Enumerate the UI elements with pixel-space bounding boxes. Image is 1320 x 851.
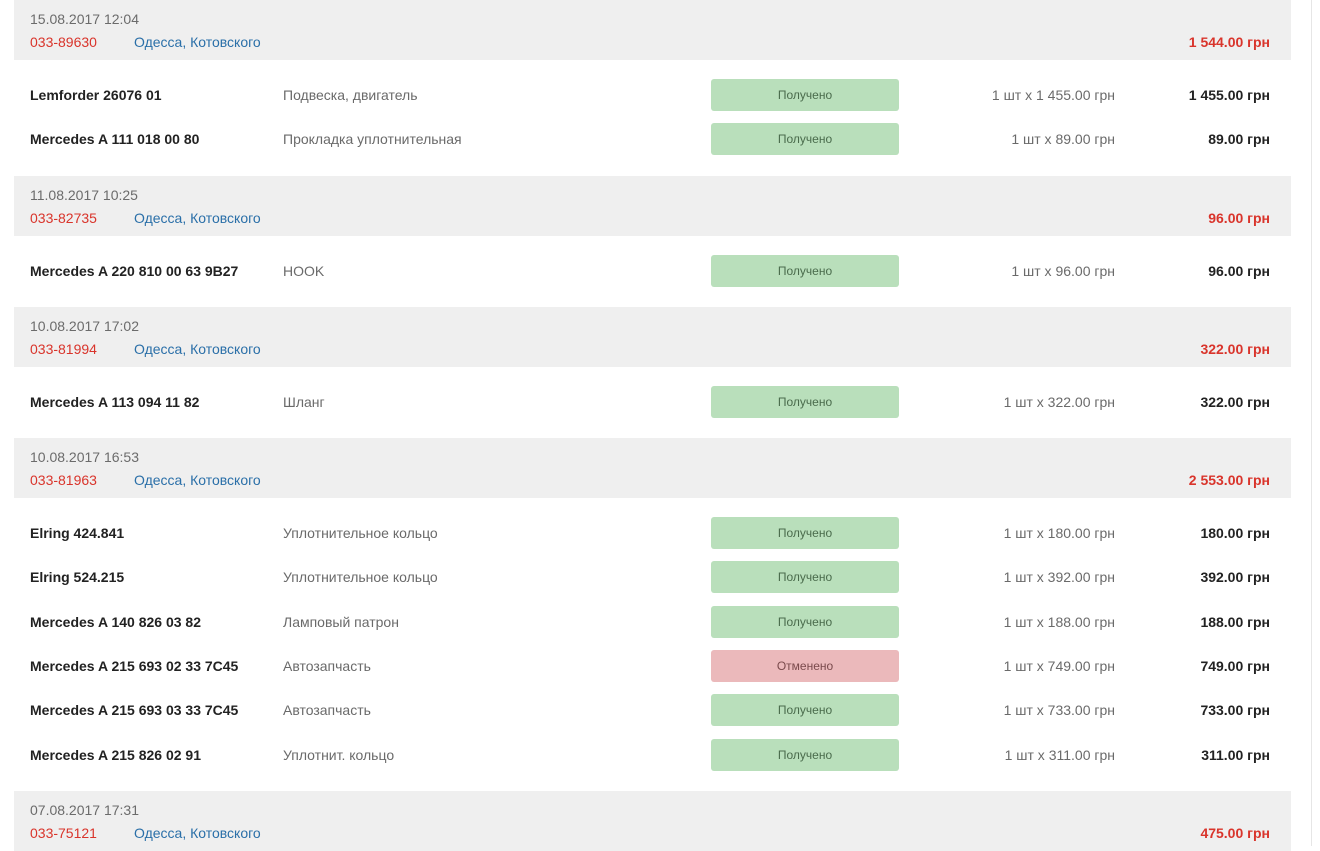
item-sum: 322.00 грн: [1200, 393, 1270, 410]
item-part-number: Mercedes A 215 693 03 33 7C45: [30, 702, 239, 719]
order-total: 1 544.00 грн: [1188, 34, 1270, 50]
item-part-number: Lemforder 26076 01: [30, 87, 162, 103]
order-header: 15.08.2017 12:04 033-89630 Одесса, Котовск…: [14, 0, 1291, 60]
order-number-link[interactable]: 033-82735: [30, 209, 97, 226]
order-item-row: Mercedes A 140 826 03 82 Ламповый патрон П…: [14, 601, 1291, 645]
status-received-badge[interactable]: Получено: [711, 123, 899, 156]
item-quantity-price: 1 шт x 322.00 грн: [1003, 393, 1115, 410]
item-sum: 89.00 грн: [1208, 131, 1270, 148]
item-description: Автозапчасть: [283, 658, 371, 675]
order-header: 10.08.2017 16:53 033-81963 Одесса, Котовск…: [14, 438, 1291, 499]
scrollbar[interactable]: [1311, 0, 1320, 846]
order-items: Mercedes A 220 810 00 63 9B27 HOOK Получен…: [14, 235, 1291, 307]
item-part-number: Mercedes A 215 826 02 91: [30, 746, 201, 763]
order-total: 322.00 грн: [1200, 340, 1270, 357]
order-item-row: Elring 524.215 Уплотнительное кольцо Получ…: [14, 556, 1291, 600]
order-number-link[interactable]: 033-75121: [30, 824, 97, 841]
status-received-badge[interactable]: Получено: [711, 517, 899, 550]
status-received-badge[interactable]: Получено: [711, 605, 899, 638]
order-number-link[interactable]: 033-81994: [30, 340, 97, 357]
item-sum: 96.00 грн: [1208, 262, 1270, 279]
item-sum: 749.00 грн: [1200, 658, 1270, 675]
status-received-badge[interactable]: Получено: [711, 561, 899, 594]
order-item-row: Lemforder 26076 01 Подвеска, двигатель Пол…: [14, 74, 1291, 118]
item-description: Автозапчасть: [283, 702, 371, 719]
order-number-link[interactable]: 033-81963: [30, 472, 97, 489]
order-item-row: Mercedes A 215 826 02 91 Уплотнит. кольцо…: [14, 734, 1291, 778]
order-items: Elring 424.841 Уплотнительное кольцо Получ…: [14, 498, 1291, 791]
status-received-badge[interactable]: Получено: [711, 738, 899, 771]
item-part-number: Mercedes A 111 018 00 80: [30, 131, 200, 148]
order-header: 10.08.2017 17:02 033-81994 Одесса, Котовск…: [14, 306, 1291, 367]
order-total: 475.00 грн: [1200, 824, 1270, 841]
order-item-row: Elring 424.841 Уплотнительное кольцо Получ…: [14, 512, 1291, 556]
item-part-number: Mercedes A 113 094 11 82: [30, 393, 200, 410]
order-block: 07.08.2017 17:31 033-75121 Одесса, Котовск…: [14, 790, 1291, 851]
item-sum: 392.00 грн: [1200, 569, 1270, 586]
order-header: 07.08.2017 17:31 033-75121 Одесса, Котовск…: [14, 790, 1291, 851]
order-item-row: Mercedes A 111 018 00 80 Прокладка уплотн…: [14, 118, 1291, 162]
item-sum: 180.00 грн: [1200, 525, 1270, 542]
item-description: Уплотнительное кольцо: [283, 569, 438, 586]
item-part-number: Elring 524.215: [30, 569, 125, 586]
order-location-link[interactable]: Одесса, Котовского: [134, 209, 261, 226]
orders-list: 15.08.2017 12:04 033-89630 Одесса, Котовск…: [14, 0, 1291, 851]
order-block: 10.08.2017 17:02 033-81994 Одесса, Котовск…: [14, 306, 1291, 439]
status-received-badge[interactable]: Получено: [711, 79, 899, 111]
order-item-row: Mercedes A 113 094 11 82 Шланг Получено 1 ш…: [14, 381, 1291, 425]
order-date: 07.08.2017 17:31: [30, 801, 139, 818]
order-item-row: Mercedes A 220 810 00 63 9B27 HOOK Получен…: [14, 250, 1291, 294]
item-description: Уплотнительное кольцо: [283, 525, 438, 542]
item-quantity-price: 1 шт x 188.00 грн: [1003, 613, 1115, 630]
item-description: Ламповый патрон: [283, 613, 399, 630]
order-items: Mercedes A 113 094 11 82 Шланг Получено 1 ш…: [14, 366, 1291, 439]
order-date: 15.08.2017 12:04: [30, 11, 139, 27]
order-block: 15.08.2017 12:04 033-89630 Одесса, Котовск…: [14, 0, 1291, 176]
status-received-badge[interactable]: Получено: [711, 254, 899, 287]
item-quantity-price: 1 шт x 1 455.00 грн: [991, 87, 1115, 103]
item-sum: 733.00 грн: [1200, 702, 1270, 719]
order-items: Lemforder 26076 01 Подвеска, двигатель Пол…: [14, 60, 1291, 176]
order-location-link[interactable]: Одесса, Котовского: [134, 34, 261, 50]
order-block: 11.08.2017 10:25 033-82735 Одесса, Котовск…: [14, 175, 1291, 307]
item-part-number: Mercedes A 220 810 00 63 9B27: [30, 262, 239, 279]
item-part-number: Mercedes A 215 693 02 33 7C45: [30, 658, 239, 675]
order-date: 10.08.2017 17:02: [30, 317, 139, 334]
item-quantity-price: 1 шт x 96.00 грн: [1011, 262, 1115, 279]
item-sum: 188.00 грн: [1200, 613, 1270, 630]
order-block: 10.08.2017 16:53 033-81963 Одесса, Котовск…: [14, 438, 1291, 791]
item-quantity-price: 1 шт x 311.00 грн: [1004, 746, 1115, 763]
item-part-number: Mercedes A 140 826 03 82: [30, 613, 201, 630]
status-received-badge[interactable]: Получено: [711, 694, 899, 727]
order-number-link[interactable]: 033-89630: [30, 34, 97, 50]
item-quantity-price: 1 шт x 392.00 грн: [1003, 569, 1115, 586]
order-item-row: Mercedes A 215 693 02 33 7C45 Автозапчаст…: [14, 645, 1291, 689]
order-date: 11.08.2017 10:25: [30, 186, 138, 203]
item-sum: 311.00 грн: [1201, 746, 1270, 763]
item-description: HOOK: [283, 262, 325, 279]
order-header: 11.08.2017 10:25 033-82735 Одесса, Котовск…: [14, 175, 1291, 236]
status-received-badge[interactable]: Получено: [711, 385, 899, 418]
order-location-link[interactable]: Одесса, Котовского: [134, 824, 261, 841]
item-quantity-price: 1 шт x 89.00 грн: [1011, 131, 1115, 148]
order-location-link[interactable]: Одесса, Котовского: [134, 472, 261, 489]
item-description: Подвеска, двигатель: [283, 87, 418, 103]
item-description: Прокладка уплотнительная: [283, 131, 462, 148]
item-part-number: Elring 424.841: [30, 525, 125, 542]
order-date: 10.08.2017 16:53: [30, 449, 139, 466]
item-description: Уплотнит. кольцо: [283, 746, 395, 763]
item-quantity-price: 1 шт x 180.00 грн: [1003, 525, 1115, 542]
order-total: 96.00 грн: [1208, 209, 1270, 226]
item-sum: 1 455.00 грн: [1188, 87, 1270, 103]
item-quantity-price: 1 шт x 749.00 грн: [1003, 658, 1115, 675]
item-description: Шланг: [283, 393, 325, 410]
order-location-link[interactable]: Одесса, Котовского: [134, 340, 261, 357]
order-total: 2 553.00 грн: [1188, 472, 1270, 489]
item-quantity-price: 1 шт x 733.00 грн: [1003, 702, 1115, 719]
order-item-row: Mercedes A 215 693 03 33 7C45 Автозапчаст…: [14, 689, 1291, 733]
status-cancelled-badge[interactable]: Отменено: [711, 650, 899, 683]
